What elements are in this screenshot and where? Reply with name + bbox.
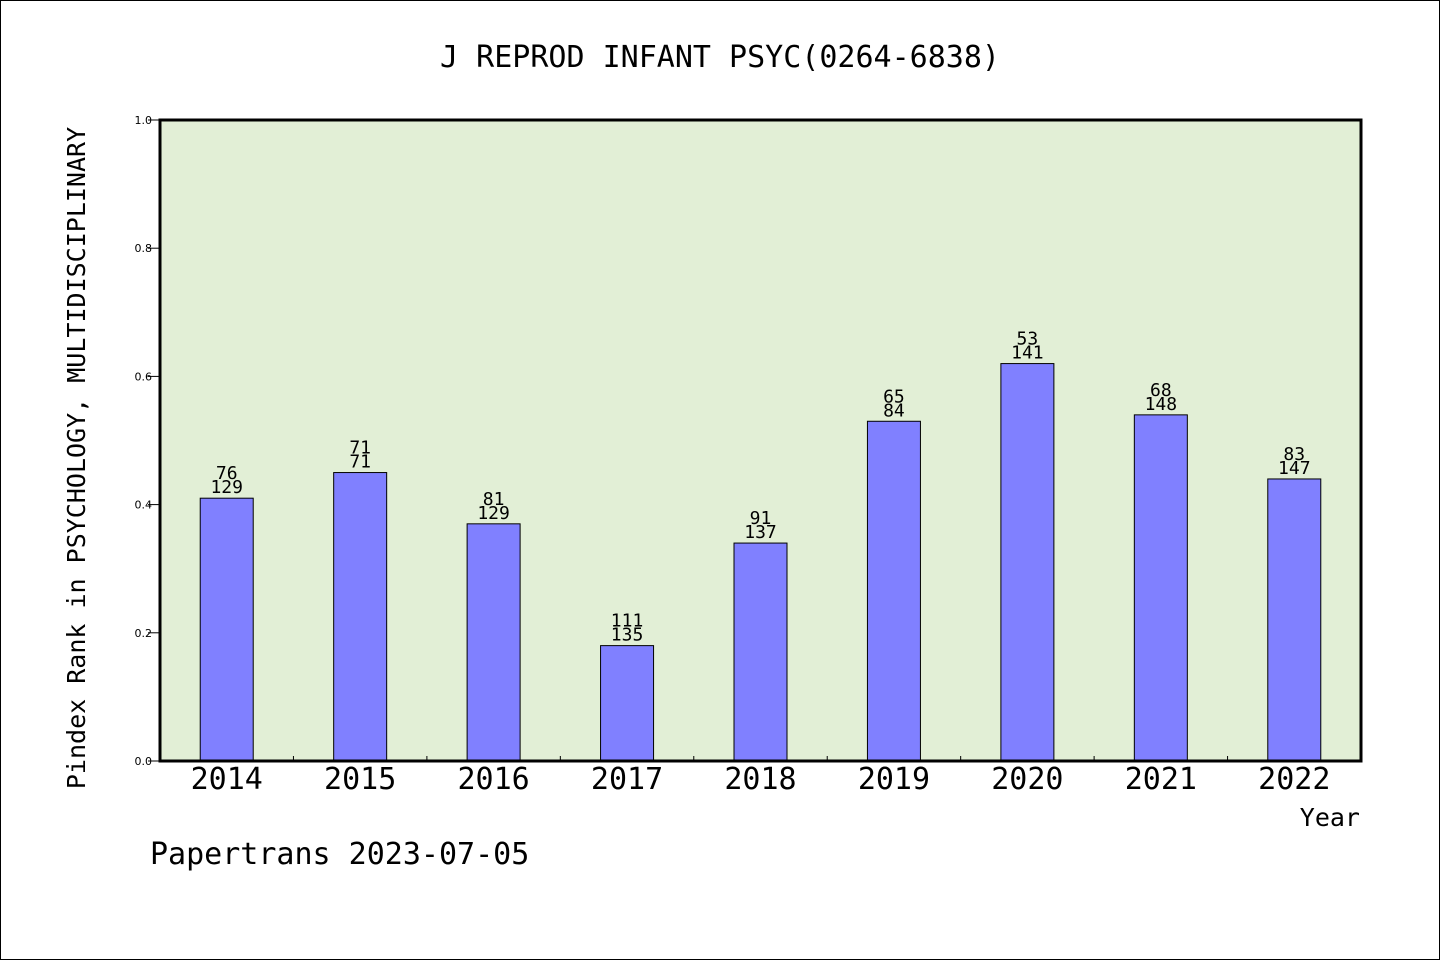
- bar-2017: [600, 645, 655, 762]
- x-tick-label-2019: 2019: [858, 762, 930, 797]
- rank-label-2014: 76: [216, 463, 238, 484]
- bar-2021: [1133, 414, 1188, 762]
- x-tick-label-2014: 2014: [191, 762, 263, 797]
- x-tick-label-2020: 2020: [991, 762, 1063, 797]
- total-label-2015: 71: [349, 452, 371, 473]
- x-tick-label-2015: 2015: [324, 762, 396, 797]
- y-tick-label: 0.0: [135, 755, 153, 768]
- x-tick-label-2016: 2016: [457, 762, 529, 797]
- bar-2016: [466, 523, 521, 762]
- bar-2018: [733, 542, 788, 762]
- chart-title: J REPROD INFANT PSYC(0264-6838): [440, 40, 1000, 75]
- total-label-2016: 129: [477, 503, 510, 524]
- total-label-2022: 147: [1278, 458, 1311, 479]
- y-tick-label: 0.2: [135, 627, 153, 640]
- x-axis-label: Year: [1300, 803, 1360, 832]
- total-label-2020: 141: [1011, 343, 1044, 364]
- plot-border: [158, 118, 1363, 763]
- total-label-2019: 84: [883, 400, 905, 421]
- y-tick-label: 1.0: [135, 114, 153, 127]
- bar-2015: [333, 472, 388, 762]
- bar-group: [199, 363, 1322, 762]
- total-label-2017: 135: [611, 625, 644, 646]
- x-axis: 2014 2015 2016 2017 2018 2019 2020 2021 2022: [191, 756, 1330, 797]
- bar-2020: [1000, 363, 1055, 762]
- rank-label-2015: 71: [349, 438, 371, 459]
- rank-label-2017: 111: [611, 611, 644, 632]
- y-tick-label: 0.8: [135, 242, 153, 255]
- footer-note: Papertrans 2023-07-05: [150, 837, 529, 872]
- x-tick-label-2017: 2017: [591, 762, 663, 797]
- rank-label-2019: 65: [883, 386, 905, 407]
- rank-label-2018: 91: [750, 508, 772, 529]
- y-tick-label: 0.6: [135, 370, 153, 383]
- rank-label-2020: 53: [1017, 329, 1039, 350]
- bar-2022: [1267, 478, 1322, 762]
- y-tick-label: 0.4: [135, 499, 153, 512]
- rank-label-2021: 68: [1150, 380, 1172, 401]
- total-label-2021: 148: [1145, 394, 1178, 415]
- x-tick-label-2021: 2021: [1125, 762, 1197, 797]
- bar-2019: [866, 420, 921, 762]
- total-label-2018: 137: [744, 522, 777, 543]
- y-axis-label: Pindex Rank in PSYCHOLOGY, MULTIDISCIPLI…: [62, 127, 91, 789]
- x-tick-label-2022: 2022: [1258, 762, 1330, 797]
- total-label-2014: 129: [210, 477, 243, 498]
- y-axis: 0.0 0.2 0.4 0.6 0.8 1.0: [135, 114, 160, 768]
- data-labels: 7612971718112911113591137658453141681488…: [210, 329, 1310, 646]
- x-tick-label-2018: 2018: [724, 762, 796, 797]
- bar-2014: [199, 497, 254, 762]
- rank-label-2016: 81: [483, 489, 505, 510]
- rank-label-2022: 83: [1283, 444, 1305, 465]
